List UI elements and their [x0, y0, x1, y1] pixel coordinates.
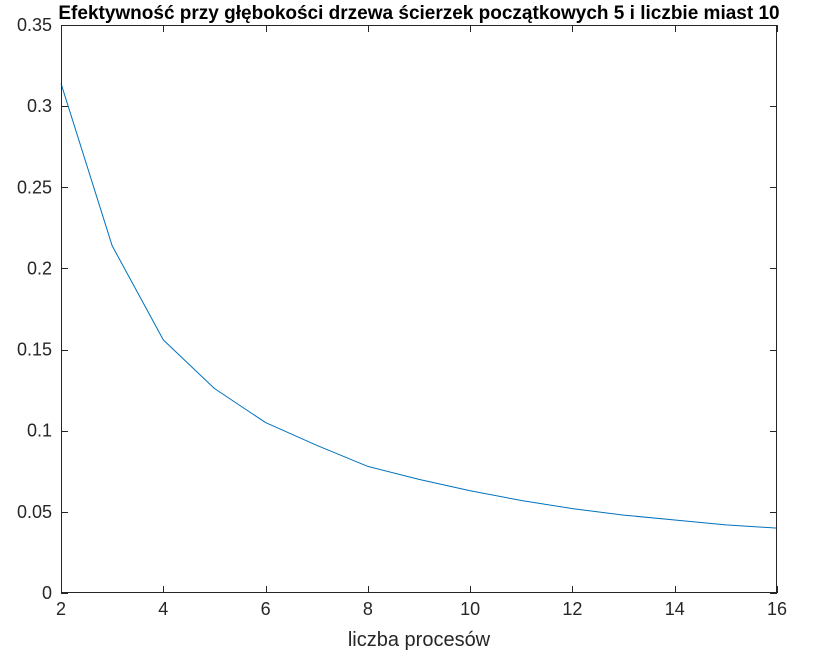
x-tick-label: 6 [261, 599, 271, 619]
x-tick-label: 12 [562, 599, 582, 619]
data-point [316, 445, 317, 446]
x-tick-label: 8 [363, 599, 373, 619]
data-point [367, 466, 368, 467]
tick-labels-layer: 2 4 6 8 10 12 14 16 0 0.05 0.1 0.15 0.2 0.25 0.3 0.35 [17, 15, 787, 619]
data-point [112, 245, 113, 246]
efficiency-series-line [60, 83, 778, 529]
y-tick-label: 0.05 [17, 502, 52, 522]
y-tick-label: 0.2 [27, 258, 52, 278]
ticks-layer [61, 25, 778, 594]
plot-box [61, 25, 777, 593]
data-point [470, 490, 471, 491]
x-tick-label: 14 [665, 599, 685, 619]
data-point [572, 508, 573, 509]
data-point [674, 519, 675, 520]
data-point [623, 515, 624, 516]
data-point [419, 479, 420, 480]
y-tick-label: 0.25 [17, 177, 52, 197]
y-tick-label: 0 [42, 583, 52, 603]
series-layer [60, 83, 778, 529]
data-point [163, 339, 164, 340]
chart-title: Efektywność przy głębokości drzewa ścier… [58, 3, 779, 24]
data-point [214, 388, 215, 389]
x-tick-label: 16 [767, 599, 787, 619]
plot-area [61, 25, 777, 593]
x-tick-label: 10 [460, 599, 480, 619]
data-point [265, 422, 266, 423]
x-tick-label: 4 [158, 599, 168, 619]
y-tick-label: 0.35 [17, 15, 52, 35]
y-tick-label: 0.1 [27, 421, 52, 441]
data-point [521, 500, 522, 501]
y-tick-label: 0.3 [27, 96, 52, 116]
y-tick-label: 0.15 [17, 340, 52, 360]
x-axis-label: liczba procesów [348, 629, 491, 651]
x-tick-label: 2 [56, 599, 66, 619]
data-point [725, 524, 726, 525]
